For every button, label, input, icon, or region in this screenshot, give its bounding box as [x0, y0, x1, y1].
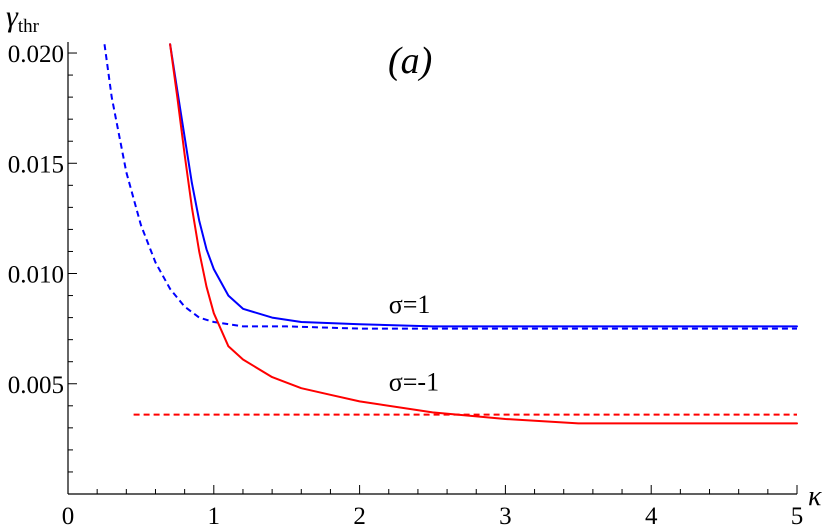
ticks: 0 1 2 3 4 5 0.005 0.010 0.015 0.020 — [8, 41, 804, 530]
series-annotation: σ=1 — [389, 290, 431, 319]
y-tick-label: 0.010 — [8, 262, 64, 289]
annotations: σ=1 σ=-1 — [389, 290, 439, 396]
series-line-red-solid — [169, 43, 798, 425]
series-group — [103, 43, 798, 425]
series-line-blue-dashed — [103, 44, 797, 330]
y-axis-label: γthr — [6, 0, 40, 37]
y-tick-label: 0.015 — [8, 151, 64, 178]
series-line-blue-solid — [169, 43, 798, 328]
x-tick-label: 4 — [645, 503, 658, 530]
x-tick-label: 0 — [62, 503, 75, 530]
x-tick-label: 2 — [353, 503, 366, 530]
y-tick-label: 0.020 — [8, 41, 64, 68]
y-tick-label: 0.005 — [8, 372, 64, 399]
x-tick-label: 5 — [791, 503, 804, 530]
panel-label: (a) — [388, 40, 432, 82]
y-axis-label-subscript: thr — [18, 16, 40, 37]
axes — [67, 42, 797, 495]
series-annotation: σ=-1 — [389, 367, 439, 396]
x-axis-label: κ — [808, 481, 822, 512]
x-tick-label: 1 — [208, 503, 221, 530]
x-tick-label: 3 — [499, 503, 512, 530]
